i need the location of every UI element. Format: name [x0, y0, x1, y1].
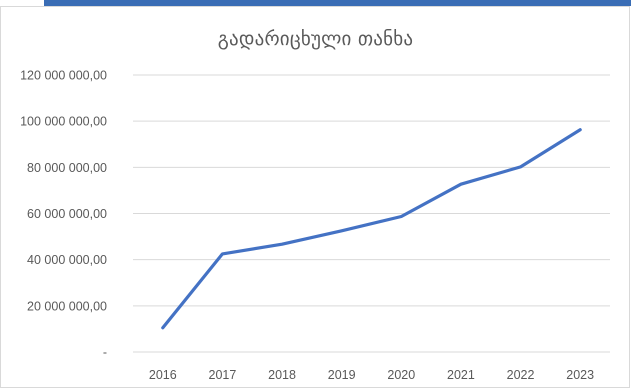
y-tick-label-1: 20 000 000,00 [27, 299, 107, 313]
x-tick-label-5: 2021 [447, 368, 475, 382]
y-tick-label-6: 120 000 000,00 [20, 69, 107, 83]
x-tick-label-4: 2020 [387, 368, 415, 382]
x-tick-label-6: 2022 [507, 368, 535, 382]
y-tick-label-2: 40 000 000,00 [27, 253, 107, 267]
chart-title: გადარიცხული თანხა [217, 28, 414, 50]
series-line-0 [161, 128, 582, 330]
y-tick-label-5: 100 000 000,00 [20, 115, 107, 129]
top-accent-bar [44, 0, 631, 6]
x-tick-label-7: 2023 [566, 368, 594, 382]
x-tick-label-1: 2017 [209, 368, 237, 382]
y-tick-label-4: 80 000 000,00 [27, 161, 107, 175]
x-tick-label-0: 2016 [149, 368, 177, 382]
y-tick-label-0: - [103, 346, 107, 360]
x-tick-label-2: 2018 [268, 368, 296, 382]
y-tick-label-3: 60 000 000,00 [27, 207, 107, 221]
x-tick-label-3: 2019 [328, 368, 356, 382]
chart-frame [0, 6, 630, 388]
